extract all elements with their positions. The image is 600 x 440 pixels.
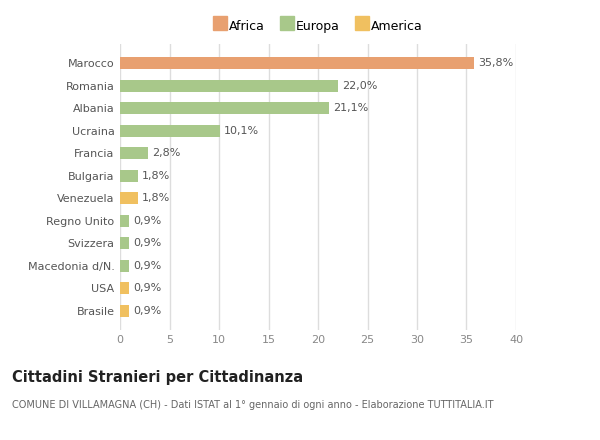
Bar: [120, 215, 129, 227]
Bar: [120, 102, 329, 114]
Bar: [120, 147, 148, 159]
Bar: [120, 80, 338, 92]
Text: 35,8%: 35,8%: [478, 58, 514, 68]
Text: Cittadini Stranieri per Cittadinanza: Cittadini Stranieri per Cittadinanza: [12, 370, 303, 385]
Text: 10,1%: 10,1%: [224, 126, 259, 136]
Text: 1,8%: 1,8%: [142, 193, 170, 203]
Bar: [120, 125, 220, 137]
Legend: Africa, Europa, America: Africa, Europa, America: [209, 16, 427, 37]
Text: 22,0%: 22,0%: [342, 81, 377, 91]
Text: 0,9%: 0,9%: [133, 261, 161, 271]
Text: 2,8%: 2,8%: [152, 148, 180, 158]
Text: 0,9%: 0,9%: [133, 216, 161, 226]
Bar: [120, 282, 129, 294]
Text: 21,1%: 21,1%: [333, 103, 368, 113]
Bar: [120, 57, 475, 70]
Bar: [120, 169, 138, 182]
Bar: [120, 192, 138, 205]
Text: 0,9%: 0,9%: [133, 238, 161, 248]
Bar: [120, 237, 129, 249]
Bar: [120, 304, 129, 317]
Text: 1,8%: 1,8%: [142, 171, 170, 181]
Bar: [120, 260, 129, 272]
Text: 0,9%: 0,9%: [133, 306, 161, 316]
Text: 0,9%: 0,9%: [133, 283, 161, 293]
Text: COMUNE DI VILLAMAGNA (CH) - Dati ISTAT al 1° gennaio di ogni anno - Elaborazione: COMUNE DI VILLAMAGNA (CH) - Dati ISTAT a…: [12, 400, 493, 411]
